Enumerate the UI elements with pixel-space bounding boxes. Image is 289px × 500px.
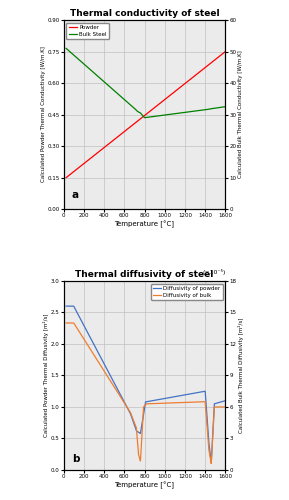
Diffusivity of powder: [203, 388, 207, 394]
Diffusivity of powder: [221, 398, 224, 404]
Bulk Steel: [157, 113, 161, 119]
X-axis label: Temperature [°C]: Temperature [°C]: [114, 482, 175, 490]
Diffusivity of powder: [92, 341, 95, 347]
Powder: [161, 98, 164, 104]
Bulk Steel: [166, 112, 170, 117]
Bulk Steel: [186, 109, 189, 115]
Diffusivity of powder: [132, 421, 136, 427]
Powder: [185, 79, 189, 85]
Powder: [201, 66, 205, 72]
Diffusivity of bulk: [210, 460, 213, 466]
Text: (×10⁻⁵): (×10⁻⁵): [202, 270, 225, 276]
Diffusivity of powder: [224, 398, 227, 404]
Y-axis label: Calculated Powder Thermal Diffusivity [m²/s]: Calculated Powder Thermal Diffusivity [m…: [43, 314, 49, 437]
Powder: [64, 174, 68, 180]
Bulk Steel: [202, 107, 205, 113]
Diffusivity of bulk: [221, 404, 224, 410]
Y-axis label: Calculated Powder Thermal Conductivity [W/m.K]: Calculated Powder Thermal Conductivity […: [41, 46, 46, 182]
Bulk Steel: [143, 114, 147, 120]
Diffusivity of bulk: [83, 336, 86, 342]
Diffusivity of bulk: [125, 404, 129, 410]
Text: a: a: [72, 190, 79, 200]
Diffusivity of powder: [64, 303, 68, 309]
Y-axis label: Calculated Bulk Thermal Conductivity [W/m.K]: Calculated Bulk Thermal Conductivity [W/…: [238, 50, 243, 178]
X-axis label: Temperature [°C]: Temperature [°C]: [114, 221, 175, 228]
Diffusivity of bulk: [132, 419, 136, 425]
Powder: [224, 48, 227, 54]
Diffusivity of bulk: [92, 352, 95, 358]
Y-axis label: Calculated Bulk Thermal Diffusivity [m²/s]: Calculated Bulk Thermal Diffusivity [m²/…: [238, 318, 244, 433]
Diffusivity of powder: [83, 323, 86, 329]
Diffusivity of powder: [210, 460, 213, 466]
Bulk Steel: [224, 104, 227, 110]
Bulk Steel: [64, 46, 68, 52]
Line: Diffusivity of powder: Diffusivity of powder: [66, 306, 225, 462]
Bulk Steel: [74, 54, 78, 60]
Powder: [74, 167, 78, 173]
Line: Powder: Powder: [66, 52, 225, 178]
Title: Thermal conductivity of steel: Thermal conductivity of steel: [70, 9, 219, 18]
Diffusivity of bulk: [64, 320, 68, 326]
Legend: Powder, Bulk Steel: Powder, Bulk Steel: [66, 23, 109, 39]
Line: Bulk Steel: Bulk Steel: [66, 48, 225, 117]
Diffusivity of bulk: [203, 398, 207, 404]
Title: Thermal diffusivity of steel: Thermal diffusivity of steel: [75, 270, 214, 279]
Diffusivity of powder: [125, 404, 129, 410]
Line: Diffusivity of bulk: Diffusivity of bulk: [66, 323, 225, 464]
Text: b: b: [72, 454, 79, 464]
Powder: [157, 102, 160, 107]
Legend: Diffusivity of powder, Diffusivity of bulk: Diffusivity of powder, Diffusivity of bu…: [151, 284, 223, 300]
Diffusivity of bulk: [224, 404, 227, 410]
Powder: [166, 94, 169, 100]
Bulk Steel: [161, 112, 165, 118]
